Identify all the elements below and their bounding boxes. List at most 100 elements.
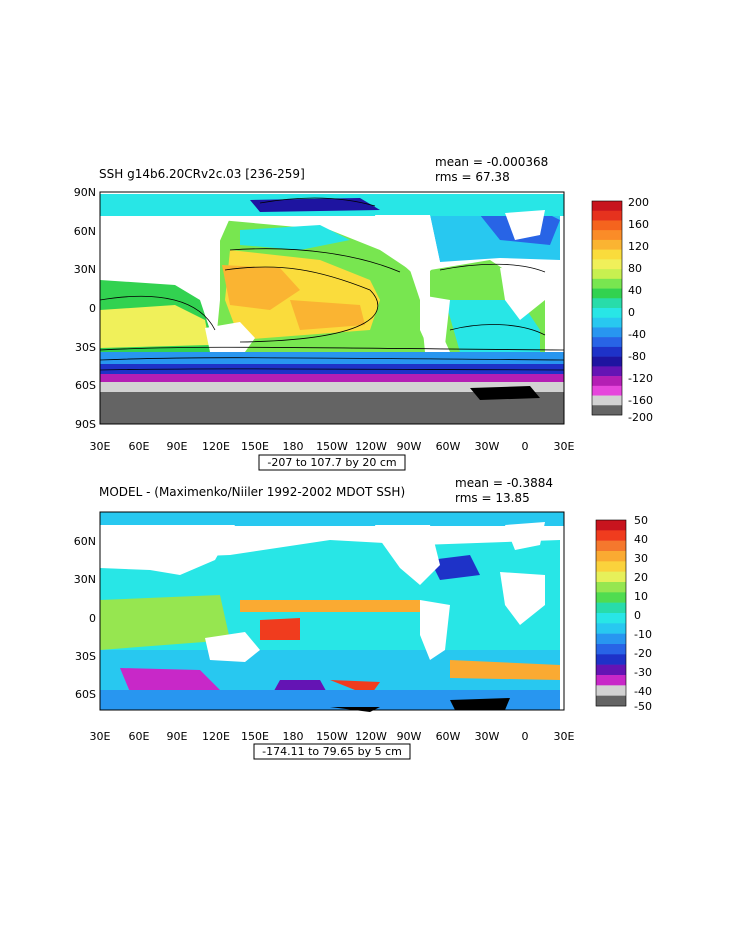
top-panel-rms: rms = 67.38 [435,170,510,184]
bottom-colorbar-label: 20 [634,571,648,584]
land-europe [505,522,545,550]
colorbar-swatch [596,571,626,583]
bottom-colorbar-label: 50 [634,514,648,527]
colorbar-swatch [596,695,626,707]
colorbar-swatch [592,317,622,328]
top-range-caption: -207 to 107.7 by 20 cm [267,456,396,469]
top-colorbar-label: 200 [628,196,649,209]
top-lon-label: 150W [316,440,348,453]
colorbar-swatch [596,623,626,634]
bottom-range-box [253,743,411,760]
colorbar-swatch [596,654,626,665]
top-map-field [99,192,565,424]
top-lat-label: 90N [74,186,96,199]
bottom-lat-label: 0 [89,612,96,625]
top-colorbar-label: -200 [628,411,653,424]
colorbar-swatch [596,592,626,603]
bottom-lon-label: 90W [397,730,422,743]
colorbar-swatch [592,405,622,416]
land-asia [100,216,230,268]
colorbar-swatch [592,337,622,348]
top-colorbar-label: -80 [628,350,646,363]
bottom-colorbar-labels: 50 40 30 20 10 0 -10 -20 -30 -40 -50 [634,514,652,713]
bottom-panel-mean: mean = -0.3884 [455,476,553,490]
colorbar-swatch [596,675,626,686]
colorbar-swatch [592,288,622,299]
colorbar-frame [595,519,627,707]
top-panel: SSH g14b6.20CRv2c.03 [236-259] mean = -0… [74,155,653,471]
colorbar-swatch [596,685,626,696]
colorbar-swatch [592,327,622,338]
bottom-lon-label: 30E [90,730,111,743]
top-lat-label: 30S [75,341,96,354]
bottom-lon-label: 60E [129,730,150,743]
top-lon-label: 150E [241,440,269,453]
top-colorbar-label: 80 [628,262,642,275]
bottom-panel: MODEL - (Maximenko/Niiler 1992-2002 MDOT… [74,476,652,760]
top-colorbar [591,200,623,416]
colorbar-swatch [592,259,622,270]
bottom-lon-label: 120W [355,730,387,743]
colorbar-swatch [596,664,626,676]
top-lon-label: 60W [436,440,461,453]
top-lon-label: 30E [554,440,575,453]
colorbar-swatch [596,520,626,531]
colorbar-swatch [592,220,622,231]
bottom-colorbar-label: -30 [634,666,652,679]
top-colorbar-label: -160 [628,394,653,407]
top-colorbar-label: -40 [628,328,646,341]
bottom-panel-rms: rms = 13.85 [455,491,530,505]
top-colorbar-labels: 200 160 120 80 40 0 -40 -80 -120 -160 -2… [628,196,653,424]
colorbar-swatch [596,530,626,541]
bottom-panel-title: MODEL - (Maximenko/Niiler 1992-2002 MDOT… [99,485,405,499]
bottom-lat-label: 30N [74,573,96,586]
top-lon-label: 30W [475,440,500,453]
bottom-lon-label: 0 [522,730,529,743]
bottom-lon-label: 150W [316,730,348,743]
top-colorbar-label: -120 [628,372,653,385]
bottom-colorbar-label: 30 [634,552,648,565]
top-lon-label: 180 [283,440,304,453]
bottom-colorbar-label: 0 [634,609,641,622]
colorbar-swatch [596,644,626,655]
top-lon-label: 0 [522,440,529,453]
bottom-colorbar [595,519,627,707]
top-panel-title: SSH g14b6.20CRv2c.03 [236-259] [99,167,305,181]
colorbar-swatch [592,366,622,377]
colorbar-swatch [592,395,622,406]
bottom-lat-axis: 60N 30N 0 30S 60S [74,535,96,701]
bottom-map-frame [99,511,565,711]
colorbar-swatch [592,201,622,212]
colorbar-swatch [592,298,622,309]
land-africa [500,572,545,625]
bottom-lon-axis: 30E 60E 90E 120E 150E 180 150W 120W 90W … [90,730,575,743]
colorbar-swatch [592,346,622,357]
colorbar-swatch [592,376,622,387]
land-north-america [375,525,440,585]
bottom-colorbar-label: -40 [634,685,652,698]
top-colorbar-label: 0 [628,306,635,319]
colorbar-swatch [592,356,622,367]
top-lat-label: 90S [75,418,96,431]
top-map-frame [99,191,565,425]
top-lon-label: 90E [167,440,188,453]
top-lon-label: 60E [129,440,150,453]
top-panel-mean: mean = -0.000368 [435,155,548,169]
bottom-map-field [100,512,564,712]
bottom-colorbar-label: -10 [634,628,652,641]
top-lat-axis: 90N 60N 30N 0 30S 60S 90S [74,186,96,431]
land-south-america [420,600,450,660]
top-colorbar-label: 160 [628,218,649,231]
land-australia [205,632,260,662]
colorbar-swatch [592,278,622,289]
top-lat-label: 0 [89,302,96,315]
top-lat-label: 60S [75,379,96,392]
land-north-america [375,215,440,280]
colorbar-swatch [592,249,622,260]
bottom-lon-label: 180 [283,730,304,743]
colorbar-swatch [596,613,626,624]
colorbar-swatch [596,602,626,614]
top-lon-label: 120W [355,440,387,453]
top-lat-label: 60N [74,225,96,238]
